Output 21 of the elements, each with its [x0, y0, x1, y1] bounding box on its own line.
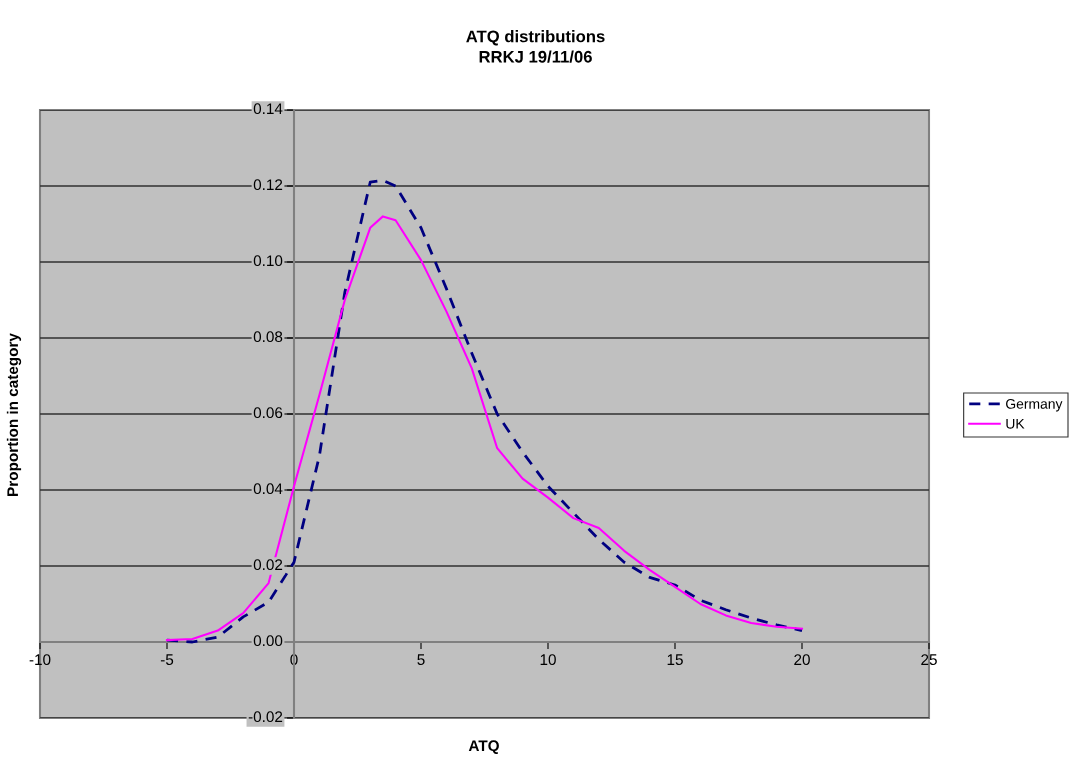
x-tick-label: 20: [794, 654, 810, 666]
y-tick-label: 0.10: [253, 255, 283, 267]
y-tick-label: 0.00: [253, 635, 283, 647]
y-tick-label: 0.06: [253, 407, 283, 419]
legend-label: UK: [1006, 418, 1025, 429]
chart-title: ATQ distributions RRKJ 19/11/06: [466, 30, 605, 63]
y-tick-label: 0.04: [253, 483, 283, 495]
x-axis-title: ATQ: [468, 740, 499, 754]
y-tick-label: 0.08: [253, 331, 283, 343]
x-tick-label: 25: [921, 654, 937, 666]
x-tick-label: -5: [160, 654, 174, 666]
legend-label: Germany: [1006, 398, 1063, 412]
x-tick-label: 5: [417, 654, 425, 666]
y-tick-label: -0.02: [248, 711, 283, 723]
x-tick-label: 15: [667, 654, 683, 666]
y-tick-label: 0.14: [253, 103, 283, 115]
y-tick-label: 0.02: [253, 559, 283, 571]
y-tick-label: 0.12: [253, 179, 283, 191]
x-tick-label: -10: [29, 654, 51, 666]
y-axis-title: Proportion in category: [6, 333, 22, 496]
x-tick-label: 10: [540, 654, 556, 666]
